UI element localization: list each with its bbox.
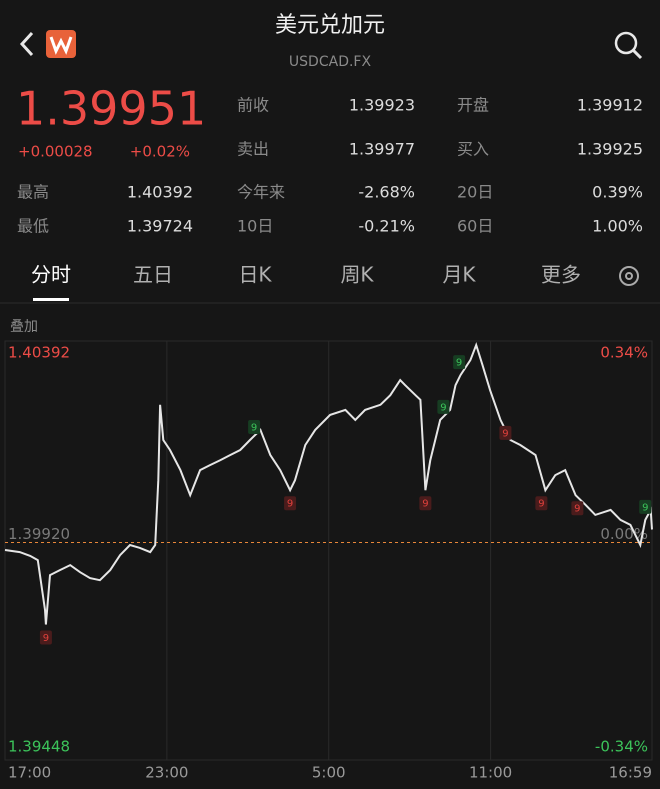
y-tick-label: 1.39448 (8, 738, 70, 756)
signal-label: 9 (422, 499, 428, 510)
tabs: 分时 五日 日K 周K 月K 更多 (31, 263, 581, 301)
stat-label: 60日 (457, 217, 493, 236)
x-tick-label: 16:59 (609, 764, 652, 782)
tab[interactable]: 周K (340, 263, 374, 287)
x-tick-label: 23:00 (145, 764, 188, 782)
signal-label: 9 (502, 428, 508, 439)
stat-value: -2.68% (358, 183, 415, 202)
signal-box (437, 399, 450, 414)
stat-label: 最低 (17, 217, 49, 236)
signal-label: 9 (43, 633, 49, 644)
price-line (4, 341, 653, 625)
title: 美元兑加元 (275, 13, 385, 38)
stat-value: 1.39977 (349, 140, 415, 159)
tab[interactable]: 分时 (31, 263, 71, 287)
signal-box (499, 425, 512, 440)
signal-label: 9 (456, 358, 462, 369)
search-button[interactable] (614, 31, 643, 60)
tab-indicator (33, 298, 69, 301)
stat-value: -0.21% (358, 217, 415, 236)
signal-label: 9 (251, 422, 257, 433)
signal-label: 9 (440, 402, 446, 413)
change-percent: +0.02% (130, 143, 190, 161)
stat-label: 今年来 (237, 183, 285, 202)
signal-box (453, 355, 466, 370)
signal-box (639, 499, 652, 514)
overlay-button[interactable]: 叠加 (10, 319, 38, 335)
stat-label: 前收 (237, 96, 269, 115)
signal-box (535, 496, 548, 511)
stat-label: 最高 (17, 183, 49, 202)
subtitle: USDCAD.FX (289, 54, 372, 70)
signal-box (284, 496, 297, 511)
tab[interactable]: 更多 (541, 263, 581, 287)
y-tick-label: 1.40392 (8, 344, 70, 362)
y2-tick-label: 0.34% (600, 344, 648, 362)
stat-value: 1.39923 (349, 96, 415, 115)
stats: 前收 1.39923 开盘 1.39912 卖出 1.39977 买入 1.39925 最高 1.… (17, 96, 643, 236)
x-tick-label: 17:00 (8, 764, 51, 782)
y-tick-label: 1.39920 (8, 525, 70, 543)
stat-label: 开盘 (457, 96, 489, 115)
stat-label: 买入 (457, 140, 489, 159)
stat-label: 20日 (457, 183, 493, 202)
signal-box (571, 501, 584, 516)
change: +0.00028 (18, 143, 93, 161)
stat-value: 1.39925 (577, 140, 643, 159)
back-button[interactable] (19, 31, 34, 57)
signal-label: 9 (538, 499, 544, 510)
x-tick-label: 5:00 (312, 764, 346, 782)
signal-label: 9 (287, 499, 293, 510)
signal-label: 9 (642, 502, 648, 513)
tab[interactable]: 五日 (133, 263, 173, 287)
y2-tick-label: -0.34% (595, 738, 648, 756)
settings-button[interactable] (619, 266, 639, 286)
tab[interactable]: 月K (442, 263, 476, 287)
stat-value: 1.40392 (127, 183, 193, 202)
price: 1.39951 (16, 82, 206, 136)
signal-label: 9 (574, 504, 580, 515)
signal-box (419, 496, 432, 511)
tab[interactable]: 日K (238, 263, 272, 287)
stat-label: 10日 (237, 217, 273, 236)
stat-value: 1.00% (592, 217, 643, 236)
stat-value: 0.39% (592, 183, 643, 202)
x-tick-label: 11:00 (469, 764, 512, 782)
signal-box (39, 630, 52, 645)
stat-label: 卖出 (237, 140, 269, 159)
logo-mark (49, 36, 73, 55)
stat-value: 1.39724 (127, 217, 193, 236)
plot: 17:00 23:00 5:00 11:00 16:59 1.40392 1.39920 1.… (4, 341, 653, 782)
signal-box (248, 419, 261, 434)
stat-value: 1.39912 (577, 96, 643, 115)
